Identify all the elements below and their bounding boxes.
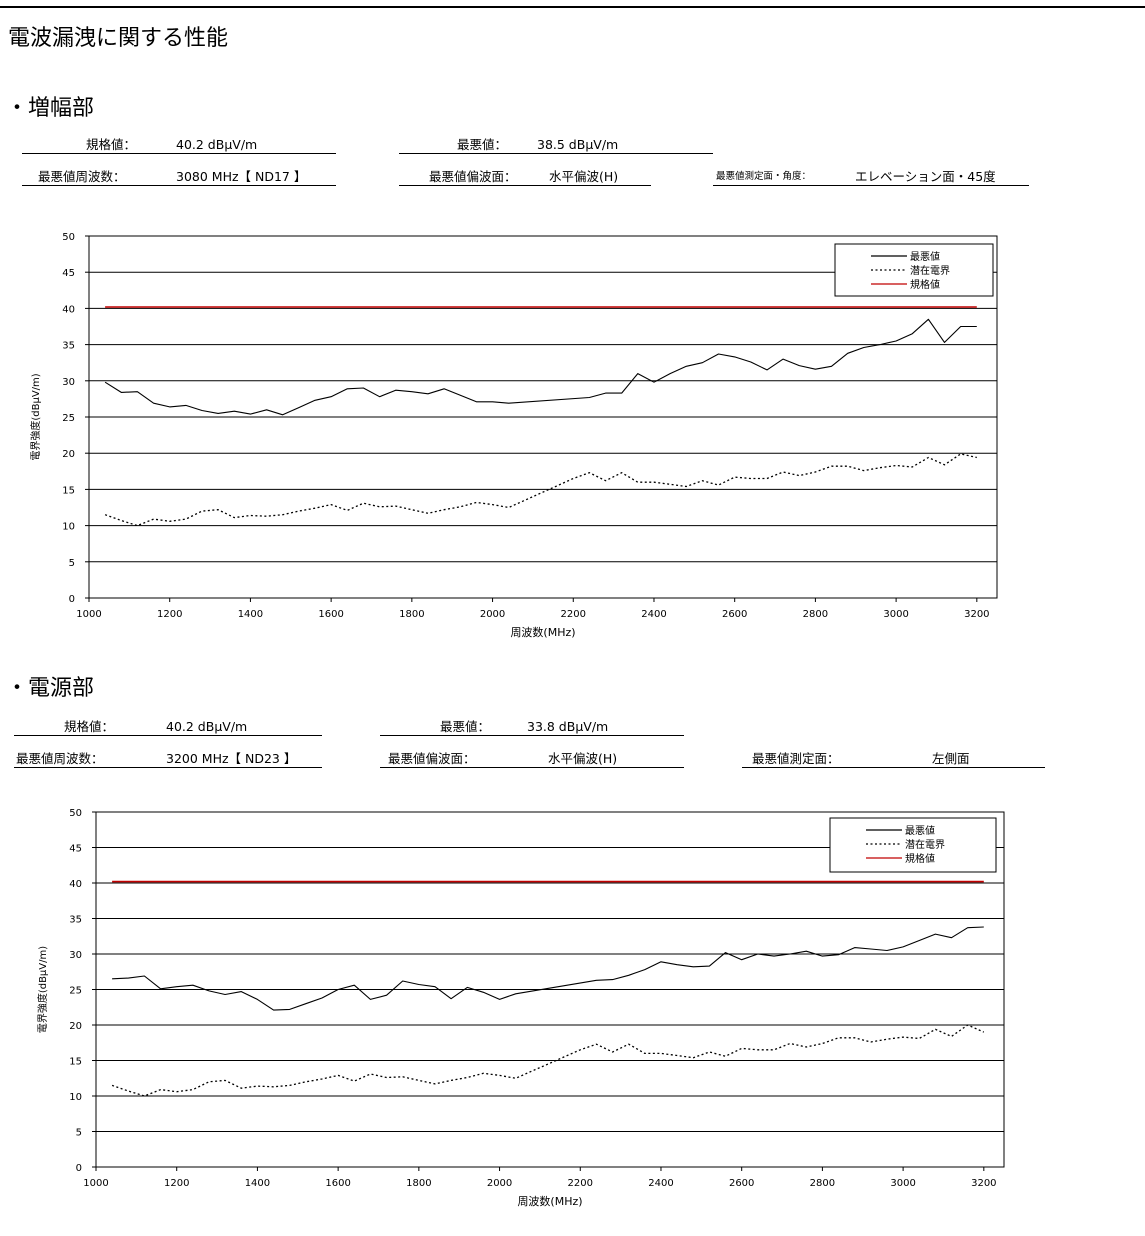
plane-info-power: 最悪値測定面： 左側面 <box>742 750 1045 768</box>
x-tick-label: 1800 <box>406 1178 431 1189</box>
limit-label: 規格値： <box>64 719 115 734</box>
y-tick-label: 0 <box>76 1163 82 1174</box>
limit-value: 40.2 dBμV/m <box>166 719 248 734</box>
x-tick-label: 2200 <box>568 1178 593 1189</box>
plot-area-border <box>88 235 998 599</box>
y-tick-label: 5 <box>76 1128 82 1139</box>
x-tick-label: 1600 <box>325 1178 350 1189</box>
polarization-label: 最悪値偏波面： <box>429 169 517 184</box>
section-title-power: ・電源部 <box>6 676 95 701</box>
y-tick-label: 40 <box>62 304 75 315</box>
legend-box <box>829 817 997 873</box>
y-tick-label: 30 <box>69 950 82 961</box>
x-tick-label: 1200 <box>157 609 182 620</box>
limit-info-power: 規格値： 40.2 dBμV/m <box>14 718 322 736</box>
y-tick-label: 25 <box>69 986 82 997</box>
series-worst-line <box>104 318 977 416</box>
y-tick-label: 30 <box>62 377 75 388</box>
x-tick-label: 2800 <box>803 609 828 620</box>
legend-label: 規格値 <box>910 278 940 291</box>
limit-info-amplifier: 規格値： 40.2 dBμV/m <box>22 136 336 154</box>
x-tick-label: 1400 <box>238 609 263 620</box>
plane-info-amplifier: 最悪値測定面・角度： エレベーション面・45度 <box>713 168 1029 186</box>
x-tick-label: 2400 <box>641 609 666 620</box>
y-tick-label: 10 <box>62 522 75 533</box>
legend-label: 規格値 <box>905 852 935 865</box>
series-potential-field-line <box>104 453 977 527</box>
x-tick-label: 1000 <box>83 1178 108 1189</box>
plot-area-border <box>95 811 1005 1168</box>
chart-amplifier: 0 5 10 15 20 25 30 35 40 45 50 1000 1200 1400 1600 1800… <box>29 232 998 639</box>
x-tick-label: 1000 <box>76 609 101 620</box>
plane-value: エレベーション面・45度 <box>855 169 996 184</box>
freq-info-amplifier: 最悪値周波数： 3080 MHz【 ND17 】 <box>22 168 336 186</box>
x-tick-label: 1200 <box>164 1178 189 1189</box>
x-tick-label: 1600 <box>318 609 343 620</box>
section-title-amplifier: ・増幅部 <box>6 96 95 121</box>
plane-label: 最悪値測定面・角度： <box>716 171 812 182</box>
y-tick-label: 25 <box>62 413 75 424</box>
page-title: 電波漏洩に関する性能 <box>8 26 229 51</box>
legend-label: 最悪値 <box>905 824 935 837</box>
x-tick-label: 2600 <box>722 609 747 620</box>
worst-value: 38.5 dBμV/m <box>537 137 619 152</box>
polarization-info-power: 最悪値偏波面： 水平偏波(H) <box>380 750 684 768</box>
legend-box <box>834 243 994 297</box>
x-tick-label: 2000 <box>480 609 505 620</box>
x-axis-label: 周波数(MHz) <box>510 626 575 639</box>
limit-value: 40.2 dBμV/m <box>176 137 258 152</box>
y-axis-label: 電界強度(dBμV/m) <box>29 373 42 460</box>
x-tick-label: 1400 <box>245 1178 270 1189</box>
worst-info-power: 最悪値： 33.8 dBμV/m <box>380 718 684 736</box>
worst-label: 最悪値： <box>440 719 491 734</box>
top-rule <box>0 6 1145 8</box>
freq-label: 最悪値周波数： <box>16 751 104 766</box>
polarization-value: 水平偏波(H) <box>549 169 619 184</box>
y-tick-label: 20 <box>69 1021 82 1032</box>
x-tick-label: 3200 <box>971 1178 996 1189</box>
x-tick-label: 1800 <box>399 609 424 620</box>
y-tick-label: 35 <box>69 915 82 926</box>
y-tick-label: 50 <box>62 232 75 243</box>
x-tick-label: 3200 <box>964 609 989 620</box>
y-tick-label: 0 <box>69 594 75 605</box>
y-tick-label: 45 <box>69 844 82 855</box>
chart-power: 0 5 10 15 20 25 30 35 40 45 50 1000 1200 1400 1600 1800… <box>36 808 1005 1208</box>
x-tick-label: 2000 <box>487 1178 512 1189</box>
series-worst-line <box>112 926 984 1011</box>
x-tick-label: 2600 <box>729 1178 754 1189</box>
freq-label: 最悪値周波数： <box>38 169 126 184</box>
polarization-label: 最悪値偏波面： <box>388 751 476 766</box>
worst-label: 最悪値： <box>457 137 508 152</box>
y-tick-label: 35 <box>62 341 75 352</box>
x-tick-label: 3000 <box>890 1178 915 1189</box>
limit-label: 規格値： <box>86 137 137 152</box>
x-tick-label: 3000 <box>883 609 908 620</box>
polarization-info-amplifier: 最悪値偏波面： 水平偏波(H) <box>399 168 651 186</box>
plane-label: 最悪値測定面： <box>752 751 840 766</box>
polarization-value: 水平偏波(H) <box>548 751 618 766</box>
y-tick-label: 15 <box>69 1057 82 1068</box>
x-tick-label: 2200 <box>561 609 586 620</box>
legend-label: 潜在電界 <box>905 838 945 851</box>
y-tick-label: 50 <box>69 808 82 819</box>
freq-value: 3080 MHz【 ND17 】 <box>176 169 307 184</box>
worst-value: 33.8 dBμV/m <box>527 719 609 734</box>
y-tick-label: 20 <box>62 449 75 460</box>
y-tick-label: 15 <box>62 485 75 496</box>
x-tick-label: 2800 <box>810 1178 835 1189</box>
legend-label: 最悪値 <box>910 250 940 263</box>
worst-info-amplifier: 最悪値： 38.5 dBμV/m <box>399 136 713 154</box>
y-tick-label: 45 <box>62 268 75 279</box>
x-axis-label: 周波数(MHz) <box>517 1195 582 1208</box>
y-tick-label: 5 <box>69 558 75 569</box>
y-axis-label: 電界強度(dBμV/m) <box>36 946 49 1033</box>
y-tick-label: 40 <box>69 879 82 890</box>
y-tick-label: 10 <box>69 1092 82 1103</box>
legend-label: 潜在電界 <box>910 264 950 277</box>
freq-value: 3200 MHz【 ND23 】 <box>166 751 297 766</box>
x-tick-label: 2400 <box>648 1178 673 1189</box>
plane-value: 左側面 <box>932 751 970 766</box>
freq-info-power: 最悪値周波数： 3200 MHz【 ND23 】 <box>14 750 322 768</box>
